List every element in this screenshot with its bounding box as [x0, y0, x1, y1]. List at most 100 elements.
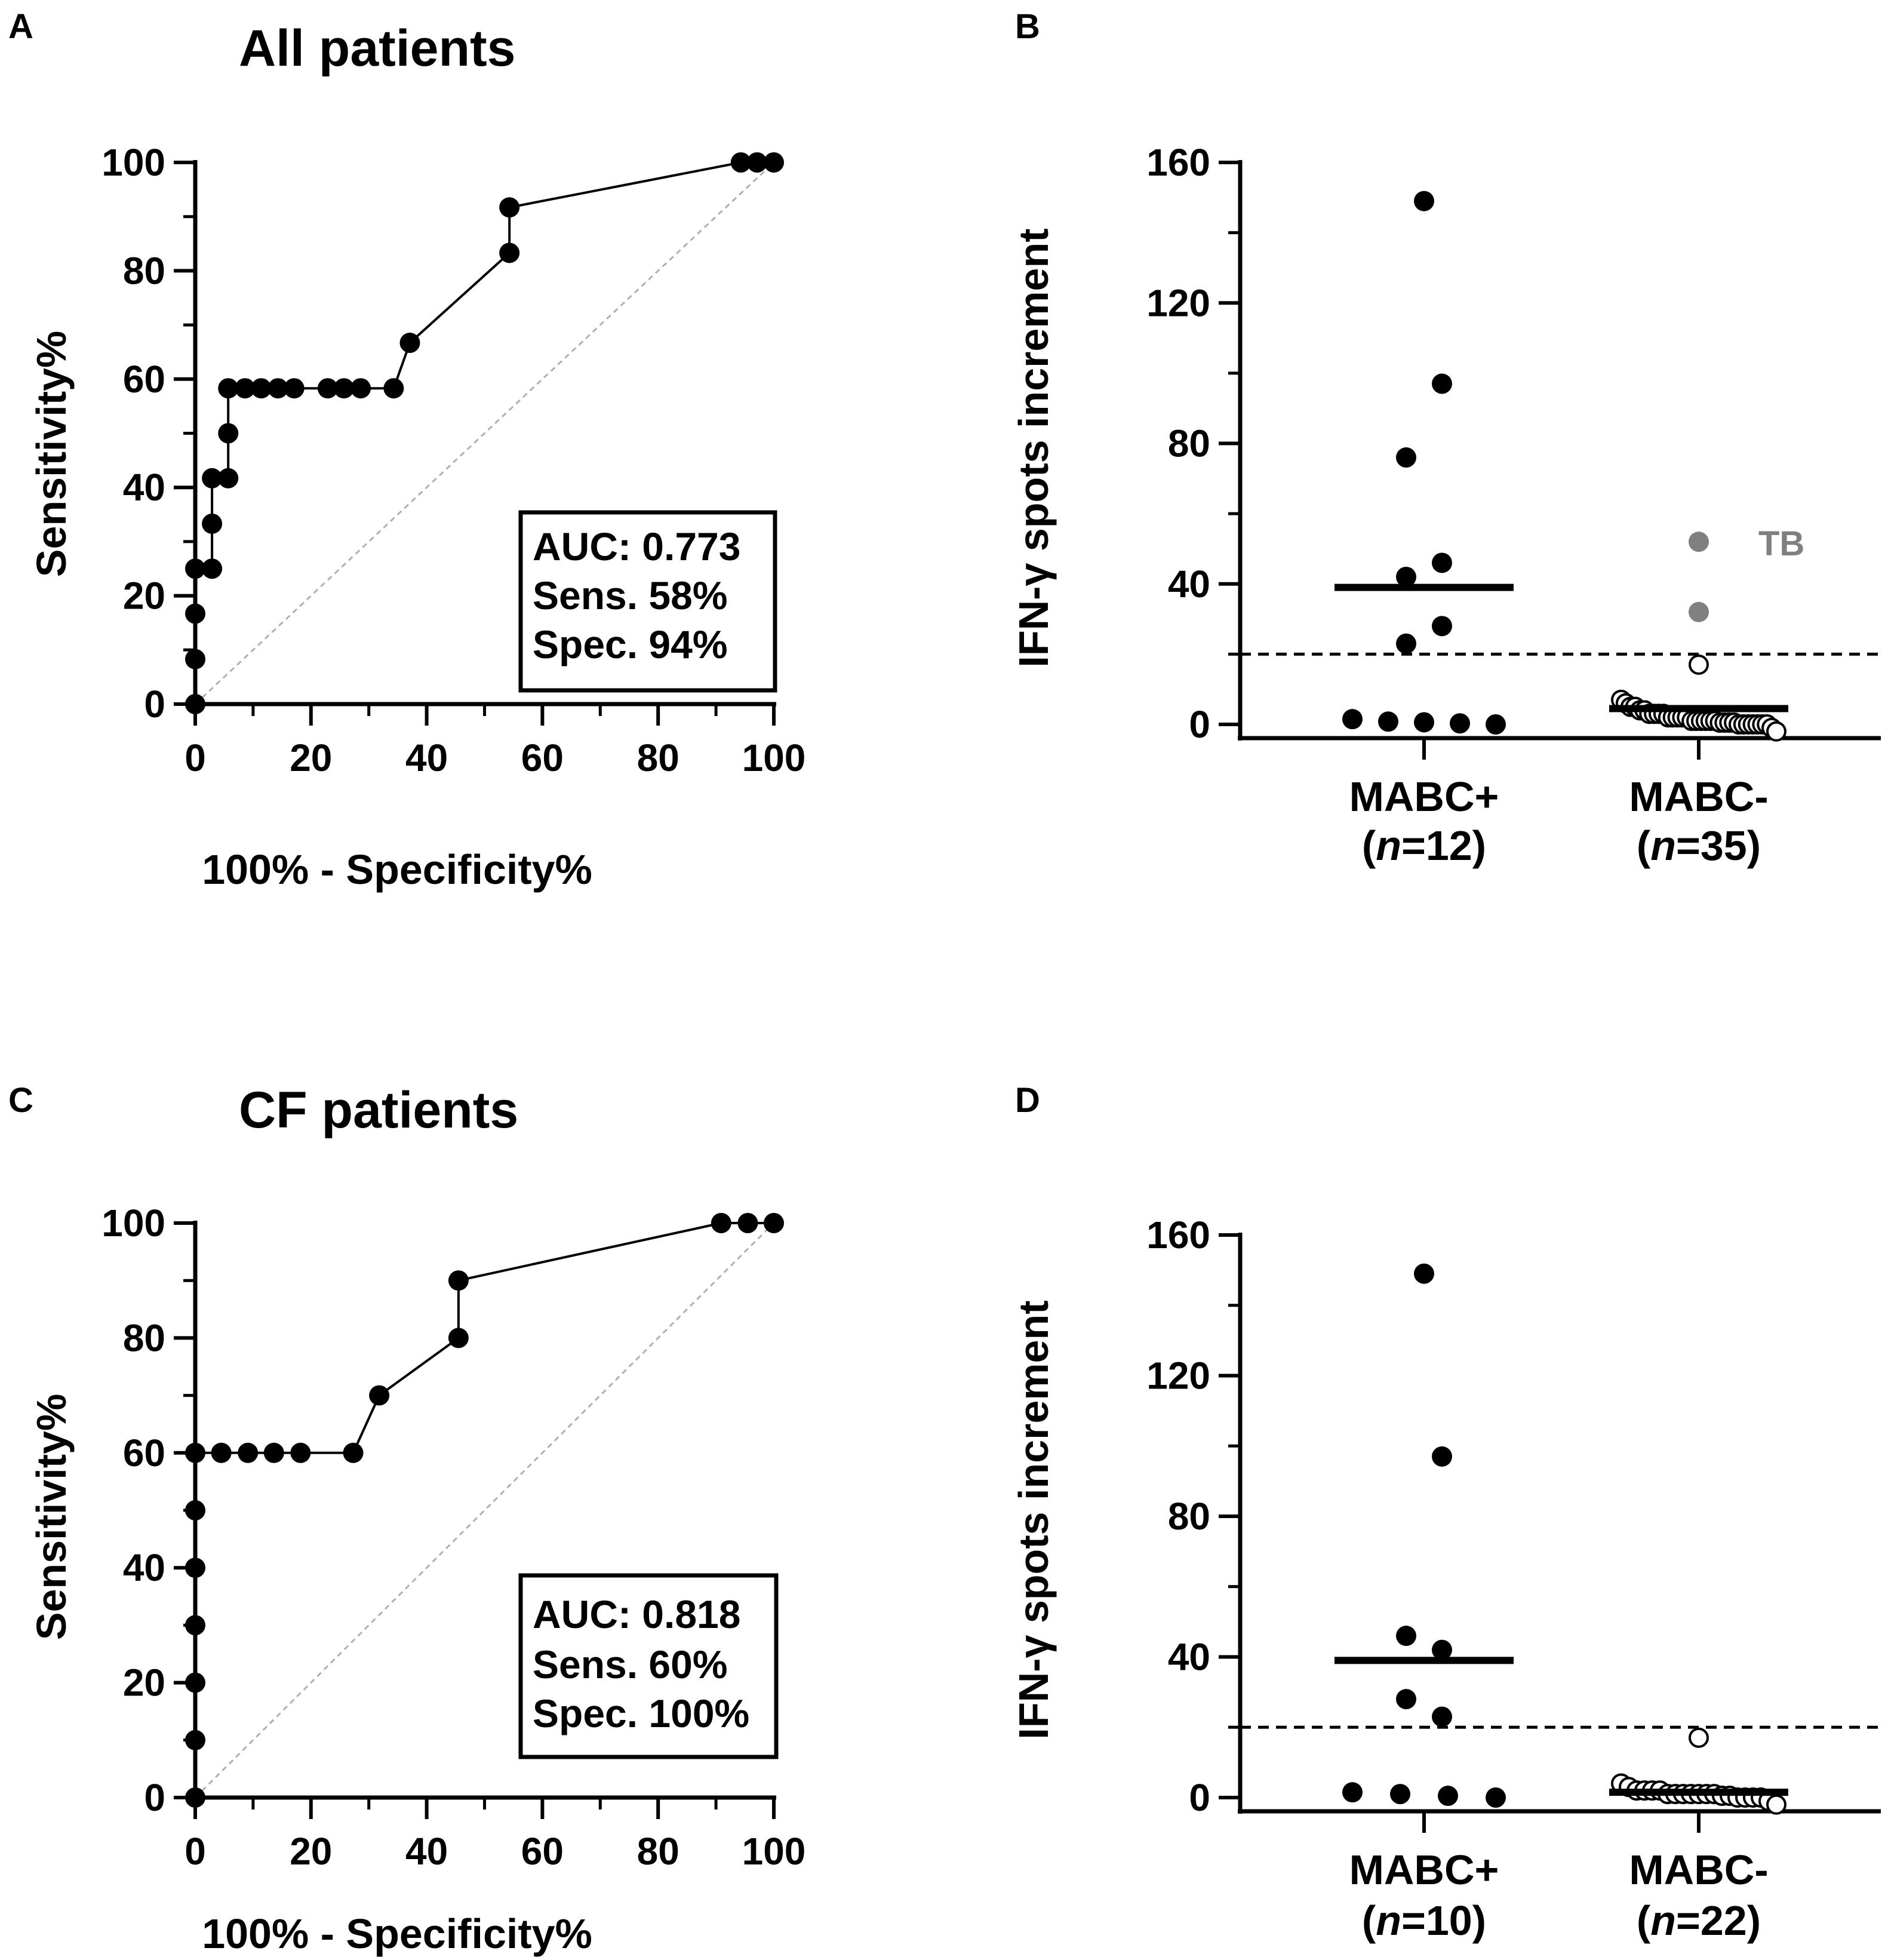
- x-tick-label-c: 40: [405, 1830, 448, 1873]
- roc-point-a: [218, 378, 239, 399]
- data-point-b: [1432, 552, 1452, 573]
- y-axis-label-a: Sensitivity%: [28, 331, 75, 577]
- y-tick-label-c: 80: [123, 1316, 165, 1359]
- dot-plot-d: 0 40 80 120 160 MABC+(n=10) MABC-(n=22): [1146, 1214, 1881, 1944]
- category-n-d: (n=22): [1637, 1897, 1761, 1944]
- data-point-d: [1486, 1787, 1506, 1808]
- y-tick-label-c: 100: [102, 1202, 165, 1245]
- roc-point-a: [746, 152, 767, 173]
- x-tick-label-c: 20: [290, 1830, 332, 1873]
- x-tick-label-a: 0: [185, 736, 206, 779]
- y-tick-label-a: 40: [123, 466, 165, 509]
- roc-point-a: [267, 378, 288, 399]
- data-point-d: [1432, 1639, 1452, 1660]
- roc-point-c: [764, 1213, 784, 1233]
- y-tick-label-c: 60: [123, 1431, 165, 1474]
- roc-point-c: [185, 1729, 205, 1750]
- data-point-b: [1396, 566, 1416, 587]
- data-point-d: [1689, 1727, 1709, 1748]
- x-tick-label-a: 20: [290, 736, 332, 779]
- annotation-box-a: [518, 510, 777, 693]
- data-point-d: [1432, 1706, 1452, 1727]
- data-point-b: [1432, 373, 1452, 394]
- roc-point-a: [202, 513, 223, 534]
- y-tick-label-a: 100: [102, 141, 165, 184]
- y-tick-label-b: 40: [1168, 563, 1210, 606]
- roc-point-a: [764, 152, 784, 173]
- x-tick-label-c: 0: [185, 1830, 206, 1873]
- roc-chart-c: 0 20 40 60 80 100 0 20 40 60 80 100 AUC: 0.818 Sens. …: [102, 1202, 805, 1873]
- roc-point-a: [334, 378, 355, 399]
- data-point-d: [1432, 1446, 1452, 1467]
- x-tick-label-a: 100: [742, 736, 806, 779]
- y-tick-label-d: 0: [1189, 1776, 1210, 1819]
- category-label-b: MABC+: [1349, 773, 1499, 820]
- panel-letter-a: A: [8, 7, 33, 46]
- roc-point-a: [202, 558, 223, 579]
- panel-letter-c: C: [8, 1081, 33, 1120]
- annotation-box-c: [518, 1573, 779, 1759]
- y-tick-label-b: 80: [1168, 422, 1210, 465]
- roc-point-c: [185, 1500, 205, 1520]
- panel-title-a: All patients: [239, 20, 516, 77]
- roc-point-a: [499, 197, 520, 218]
- annotation-line-c: AUC: 0.818: [533, 1592, 740, 1636]
- roc-point-c: [185, 1787, 205, 1808]
- roc-point-a: [730, 152, 751, 173]
- y-tick-label-b: 0: [1189, 703, 1210, 746]
- roc-point-c: [343, 1442, 364, 1463]
- data-point-b: [1432, 616, 1452, 637]
- x-axis-label-c: 100% - Specificity%: [202, 1910, 592, 1957]
- tb-label: TB: [1758, 524, 1804, 563]
- data-point-d: [1438, 1786, 1458, 1807]
- roc-point-a: [185, 694, 205, 714]
- y-tick-label-d: 160: [1146, 1214, 1210, 1257]
- category-label-d: MABC-: [1629, 1847, 1768, 1893]
- roc-point-c: [238, 1442, 259, 1463]
- y-axis-label-c: Sensitivity%: [28, 1394, 75, 1640]
- roc-point-a: [202, 468, 223, 489]
- y-tick-label-b: 120: [1146, 281, 1210, 324]
- roc-point-a: [185, 603, 205, 624]
- category-n-b: (n=12): [1362, 822, 1486, 869]
- roc-point-c: [711, 1213, 731, 1233]
- roc-point-a: [499, 242, 520, 263]
- y-tick-label-c: 20: [123, 1661, 165, 1704]
- category-n-b: (n=35): [1637, 822, 1761, 869]
- data-point-b: [1396, 447, 1416, 468]
- x-tick-label-a: 40: [405, 736, 448, 779]
- roc-point-c: [448, 1270, 469, 1291]
- roc-point-a: [350, 378, 371, 399]
- roc-point-c: [185, 1615, 205, 1636]
- y-tick-label-a: 80: [123, 249, 165, 292]
- y-tick-label-d: 120: [1146, 1354, 1210, 1397]
- reference-line-a: [194, 161, 775, 705]
- x-tick-label-c: 60: [521, 1830, 564, 1873]
- roc-point-a: [185, 649, 205, 669]
- panel-title-c: CF patients: [239, 1082, 518, 1139]
- reference-line-c: [194, 1222, 775, 1799]
- data-point-d: [1396, 1626, 1416, 1646]
- data-point-d: [1766, 1794, 1786, 1815]
- y-tick-label-c: 40: [123, 1546, 165, 1589]
- y-tick-label-c: 0: [144, 1776, 165, 1819]
- annotation-line-c: Sens. 60%: [533, 1642, 728, 1686]
- roc-point-c: [369, 1385, 390, 1406]
- data-point-d: [1342, 1782, 1363, 1803]
- annotation-line-a: Spec. 94%: [533, 622, 728, 666]
- y-tick-label-a: 20: [123, 575, 165, 618]
- roc-point-c: [448, 1328, 469, 1348]
- data-point-d: [1396, 1689, 1416, 1710]
- data-point-b: [1414, 712, 1434, 733]
- data-point-b: [1450, 713, 1470, 734]
- data-point-b: [1342, 709, 1363, 730]
- tb-point-b: [1689, 601, 1709, 622]
- data-point-d: [1414, 1263, 1434, 1284]
- data-point-b: [1378, 711, 1398, 732]
- annotation-line-a: Sens. 58%: [533, 573, 728, 618]
- category-label-b: MABC-: [1629, 773, 1768, 820]
- category-label-d: MABC+: [1349, 1847, 1499, 1893]
- data-point-b: [1414, 191, 1434, 211]
- roc-point-c: [211, 1442, 232, 1463]
